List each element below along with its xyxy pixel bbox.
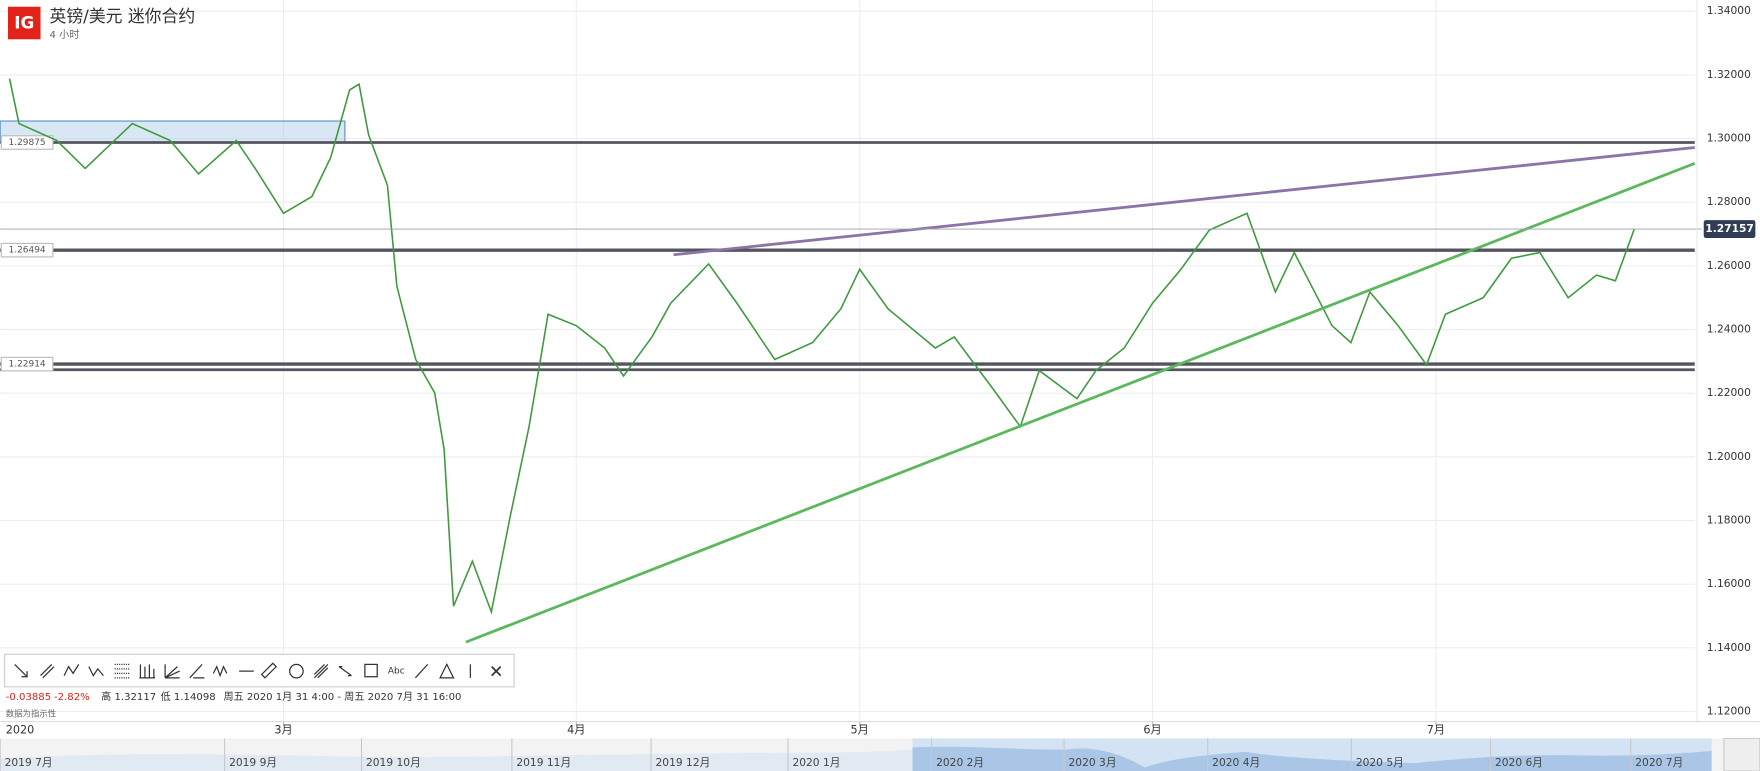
trendline [465,162,1696,644]
y-tick-label: 1.34000 [1707,4,1751,17]
plot: 1.29875 1.26494 1.22914 [0,78,1702,644]
x-tick-label: 3月 [274,724,292,737]
navigator: 2019 7月 2019 9月 2019 10月 2019 11月 2019 12月 20… [0,737,1760,771]
tool-polyline[interactable] [63,664,80,676]
tool-text[interactable]: Abc [388,667,405,677]
last-price-badge [1703,220,1756,239]
tool-fib[interactable] [114,663,130,679]
chart-subtitle: 4 小时 [50,29,80,41]
toolbar: Abc [4,653,515,688]
navigator-label: 2019 9月 [229,756,277,769]
tool-close[interactable] [491,666,502,677]
navigator-label: 2019 7月 [5,756,53,769]
tool-circle[interactable] [289,663,304,679]
tool-ray[interactable] [338,666,352,677]
navigator-label: 2020 3月 [1069,756,1117,769]
navigator-handle[interactable] [1723,737,1760,771]
x-tick-label: 5月 [851,724,869,737]
level-label: 1.22914 [9,360,46,370]
level-label: 1.26494 [9,246,46,256]
y-tick-label: 1.32000 [1707,68,1751,81]
x-tick-label: 7月 [1427,724,1445,737]
y-tick-label: 1.26000 [1707,259,1751,272]
tool-channel[interactable] [313,663,329,679]
tool-angle[interactable] [189,663,205,679]
tool-pencil[interactable] [260,662,278,679]
navigator-label: 2019 11月 [516,756,571,769]
y-tick-label: 1.30000 [1707,132,1751,145]
navigator-label: 2020 1月 [792,756,840,769]
navigator-label: 2020 7月 [1635,756,1683,769]
tool-levels[interactable] [139,664,156,679]
tool-pattern[interactable] [212,665,228,678]
x-tick-label: 2020 [6,724,35,737]
tool-wave[interactable] [88,666,104,677]
y-tick-label: 1.18000 [1707,514,1751,527]
tool-triangle[interactable] [439,663,455,679]
y-tick-label: 1.14000 [1707,641,1751,654]
y-tick-label: 1.16000 [1707,577,1751,590]
y-tick-label: 1.12000 [1707,705,1751,718]
last-price-label: 1.27157 [1705,222,1754,235]
navigator-label: 2019 12月 [656,756,711,769]
logo [7,6,41,40]
y-tick-label: 1.20000 [1707,450,1751,463]
level-tag [0,242,54,258]
navigator-label: 2020 4月 [1212,756,1260,769]
chart-title: 英镑/美元 迷你合约 [50,6,196,26]
y-tick-label: 1.28000 [1707,195,1751,208]
note: 数据为指示性 [6,708,56,718]
level-tag [0,135,54,150]
tool-rect[interactable] [364,663,378,678]
high: 高 1.32117 [101,690,156,703]
toolbar-box [4,653,515,688]
low: 低 1.14098 [161,690,216,703]
grid [0,0,1695,722]
navigator-label: 2020 6月 [1495,756,1543,769]
logo-text: IG [14,13,34,33]
tool-line[interactable] [414,663,429,679]
navigator-series [912,746,1712,771]
navigator-area [0,749,913,771]
tool-fan[interactable] [164,664,180,679]
x-tick-label: 4月 [567,724,585,737]
x-axis: 3月 4月 5月 6月 7月 [274,721,1445,737]
tool-arrow[interactable] [14,663,28,678]
tool-parallel[interactable] [40,663,55,679]
navigator-label: 2020 5月 [1356,756,1404,769]
navigator-label: 2019 10月 [366,756,421,769]
navigator-label: 2020 2月 [936,756,984,769]
y-tick-label: 1.22000 [1707,386,1751,399]
y-tick-label: 1.24000 [1707,323,1751,336]
date-range: 周五 2020 1月 31 4:00 - 周五 2020 7月 31 16:00 [223,691,461,703]
level-label: 1.29875 [9,138,46,148]
trendline [673,146,1695,257]
change: -0.03885 [6,692,51,703]
price-line [8,78,1636,615]
x-tick-label: 6月 [1143,724,1161,737]
level-tag [0,356,54,372]
change-pct: -2.82% [54,692,90,703]
